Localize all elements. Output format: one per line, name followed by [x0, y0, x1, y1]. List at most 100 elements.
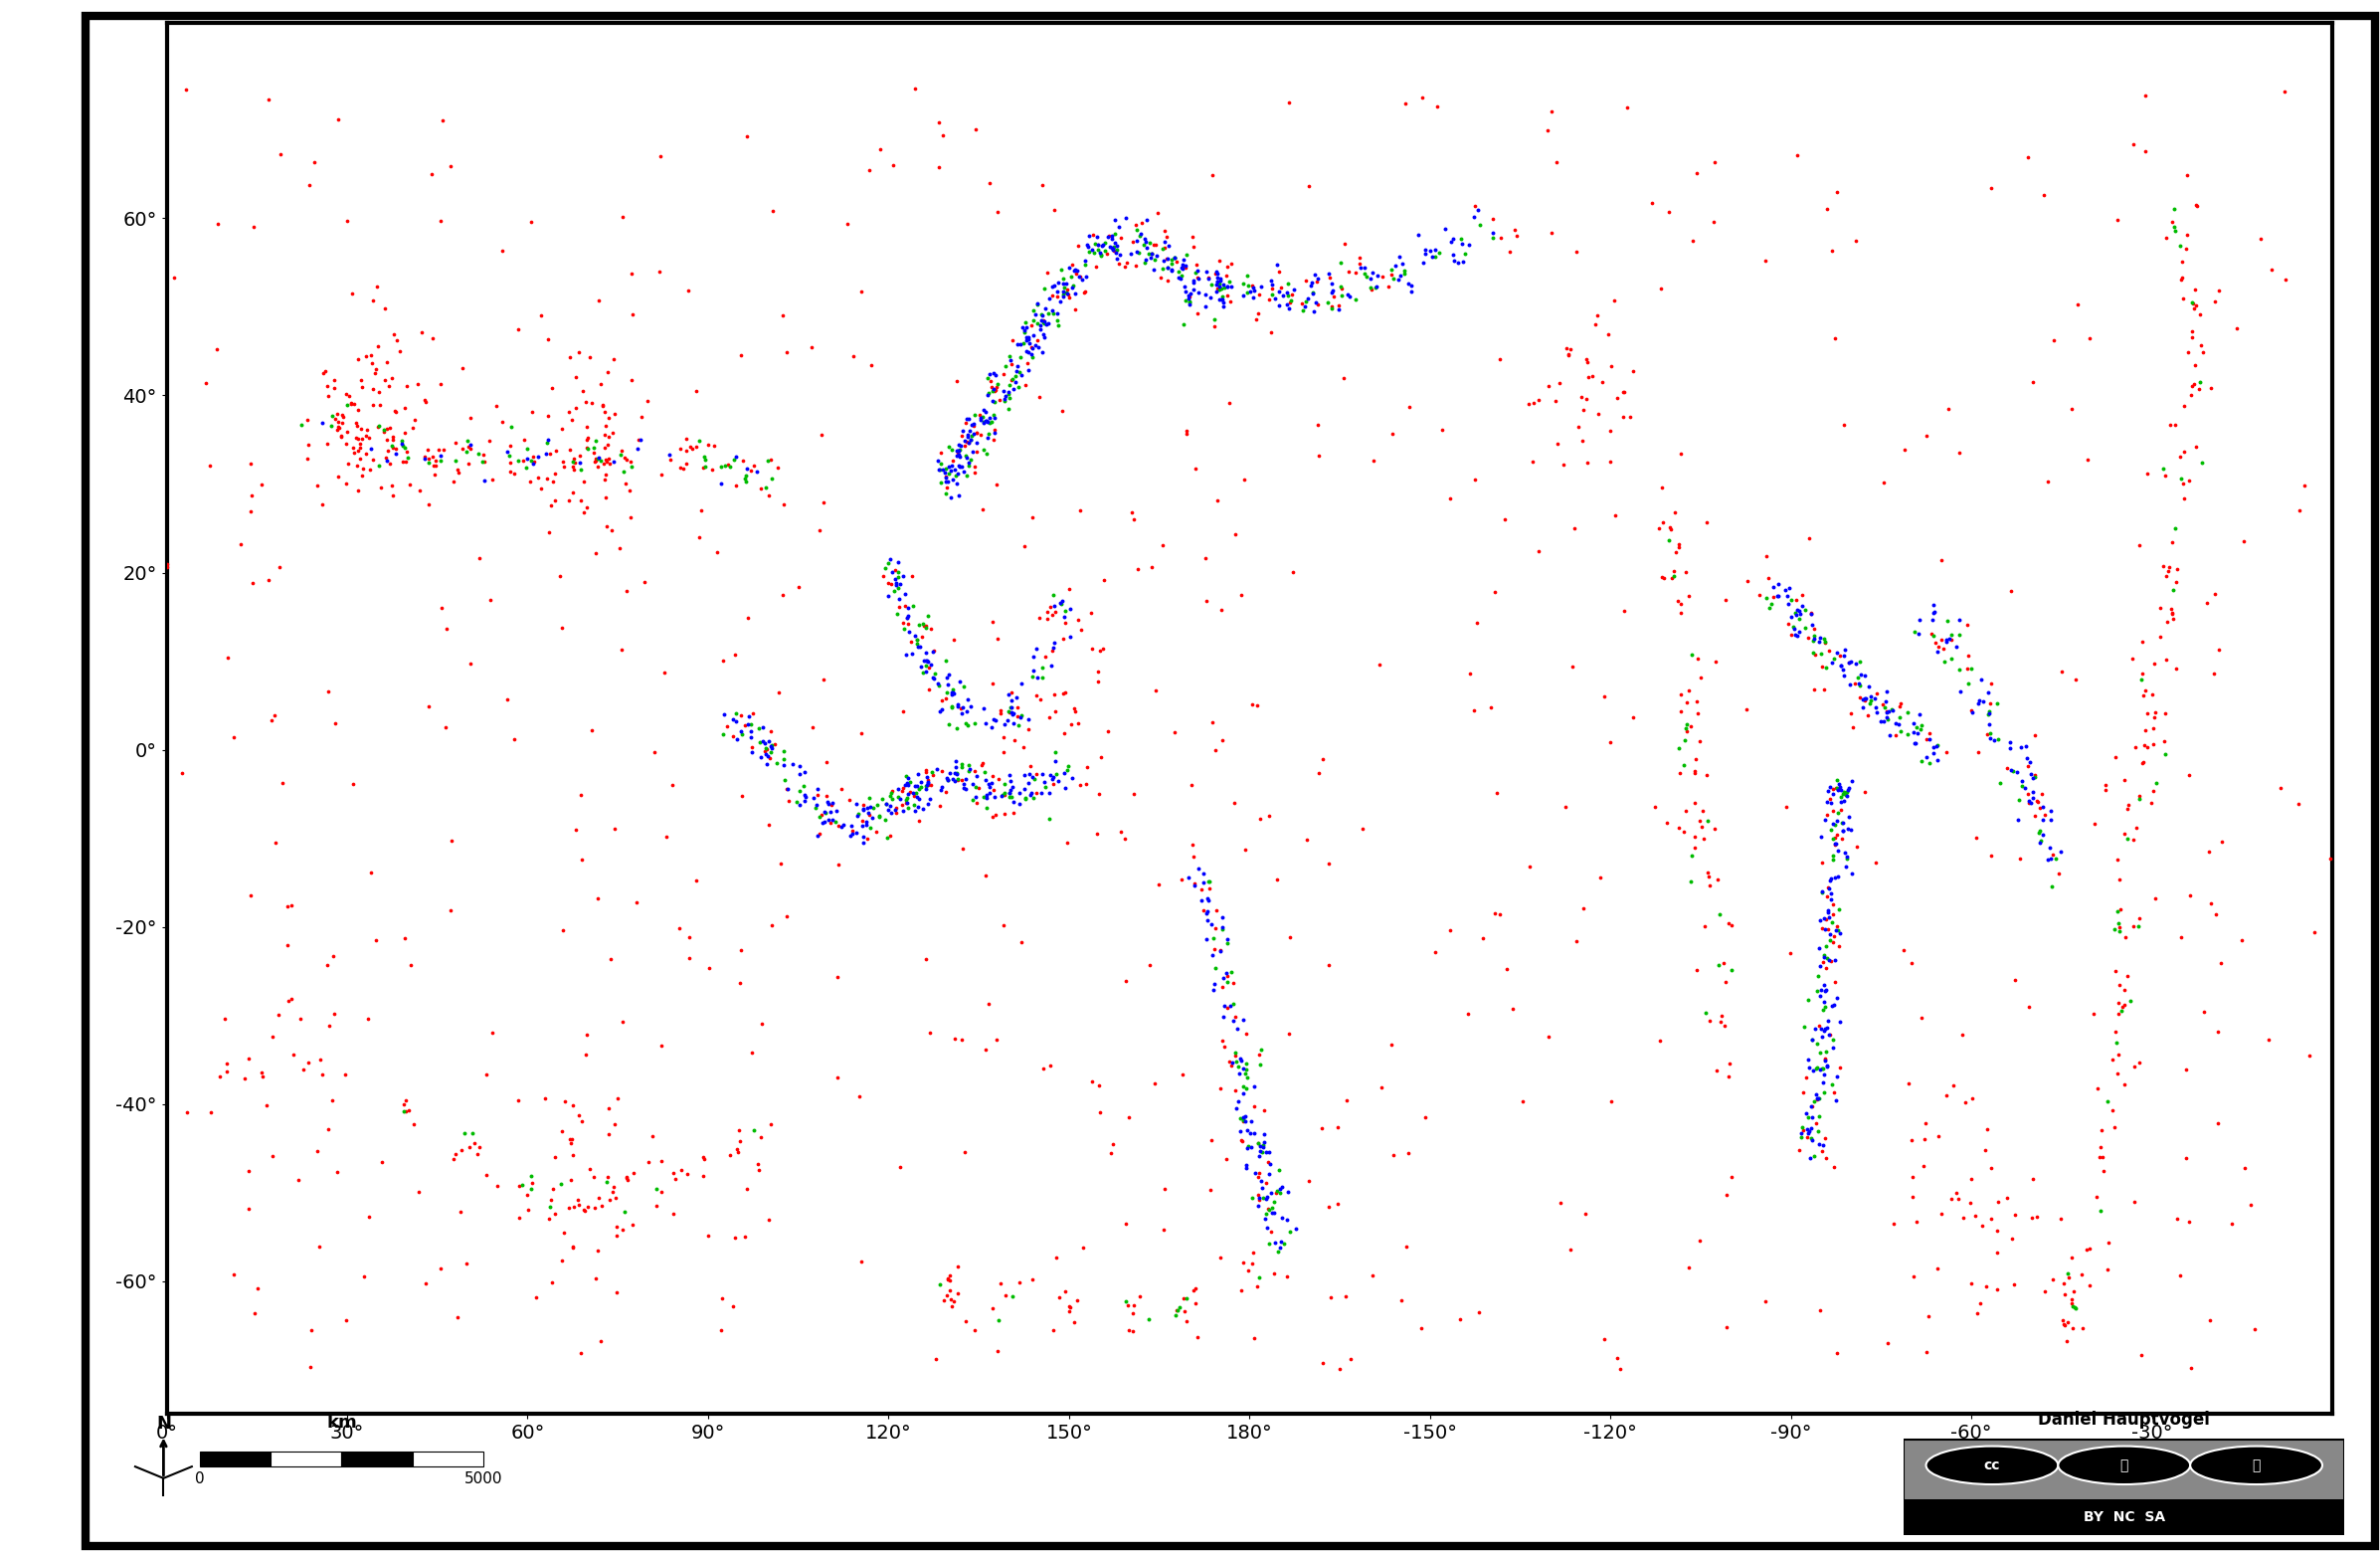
- Point: [1188, 928, 1226, 953]
- Point: [1145, 219, 1183, 244]
- Point: [478, 1173, 516, 1198]
- Point: [1259, 1239, 1297, 1263]
- Point: [1354, 449, 1392, 474]
- Point: [1166, 1308, 1204, 1333]
- Point: [1414, 244, 1452, 269]
- Point: [1823, 819, 1861, 844]
- Point: [2118, 816, 2156, 841]
- Point: [1038, 280, 1076, 305]
- Point: [892, 769, 931, 794]
- Point: [2137, 886, 2175, 911]
- Point: [2099, 1061, 2137, 1086]
- Point: [2082, 1144, 2121, 1169]
- Point: [966, 768, 1004, 793]
- Point: [1000, 713, 1038, 738]
- Point: [188, 371, 226, 396]
- Point: [1166, 287, 1204, 312]
- Point: [1811, 876, 1849, 901]
- Point: [821, 814, 859, 839]
- Point: [1971, 721, 2009, 746]
- Point: [1388, 1234, 1426, 1259]
- Point: [1045, 775, 1083, 800]
- Point: [950, 430, 988, 455]
- Point: [555, 480, 593, 505]
- Point: [926, 469, 964, 494]
- Point: [1221, 1119, 1259, 1144]
- Point: [1978, 1277, 2016, 1302]
- Point: [1804, 998, 1842, 1023]
- Point: [1673, 844, 1711, 869]
- Point: [1795, 1144, 1833, 1169]
- Point: [331, 390, 369, 415]
- Point: [838, 803, 876, 828]
- Point: [1811, 867, 1849, 892]
- Point: [933, 682, 971, 707]
- Point: [1816, 831, 1854, 856]
- Point: [588, 1164, 626, 1189]
- Point: [1404, 250, 1442, 275]
- Point: [878, 601, 916, 626]
- Point: [926, 466, 964, 491]
- Point: [1114, 1318, 1152, 1343]
- Point: [942, 768, 981, 793]
- Point: [2225, 1156, 2263, 1181]
- Point: [681, 429, 719, 454]
- Point: [1164, 264, 1202, 289]
- Point: [340, 446, 378, 471]
- Point: [1092, 236, 1130, 261]
- Point: [1192, 272, 1230, 297]
- Point: [2109, 827, 2147, 852]
- Point: [2135, 732, 2173, 757]
- Point: [2075, 1001, 2113, 1026]
- Point: [576, 1195, 614, 1220]
- Point: [1309, 291, 1347, 315]
- Point: [588, 1169, 626, 1193]
- Point: [1814, 929, 1852, 954]
- Point: [1000, 704, 1038, 729]
- Point: [966, 441, 1004, 466]
- Point: [1823, 817, 1861, 842]
- Point: [319, 415, 357, 440]
- Point: [1097, 239, 1135, 264]
- Point: [1321, 294, 1359, 319]
- Point: [931, 458, 969, 483]
- Point: [466, 449, 505, 474]
- Point: [721, 1128, 759, 1153]
- Point: [885, 581, 923, 606]
- Point: [1207, 283, 1245, 308]
- Point: [1078, 659, 1116, 684]
- Point: [971, 410, 1009, 435]
- Point: [1235, 275, 1273, 300]
- Point: [440, 1200, 478, 1225]
- Point: [919, 457, 957, 482]
- Point: [1959, 692, 1997, 716]
- Point: [1264, 1231, 1302, 1256]
- Point: [1271, 925, 1309, 949]
- Point: [1202, 1245, 1240, 1270]
- Point: [1171, 292, 1209, 317]
- Point: [588, 485, 626, 510]
- Point: [543, 918, 581, 943]
- Point: [1130, 241, 1169, 266]
- Point: [1821, 797, 1859, 822]
- Point: [662, 437, 700, 462]
- Point: [345, 455, 383, 480]
- Point: [1045, 275, 1083, 300]
- Point: [990, 761, 1028, 786]
- Point: [1002, 345, 1040, 370]
- Point: [376, 441, 414, 466]
- Point: [595, 1175, 633, 1200]
- Point: [990, 373, 1028, 398]
- Point: [1509, 392, 1547, 416]
- Point: [1649, 528, 1687, 553]
- Point: [2099, 1001, 2137, 1026]
- Point: [374, 427, 412, 452]
- Point: [957, 774, 995, 799]
- Point: [907, 654, 945, 679]
- Point: [1045, 721, 1083, 746]
- Point: [2021, 819, 2059, 844]
- Point: [436, 430, 474, 455]
- Point: [593, 1179, 631, 1204]
- Point: [1028, 260, 1066, 284]
- Point: [976, 785, 1014, 810]
